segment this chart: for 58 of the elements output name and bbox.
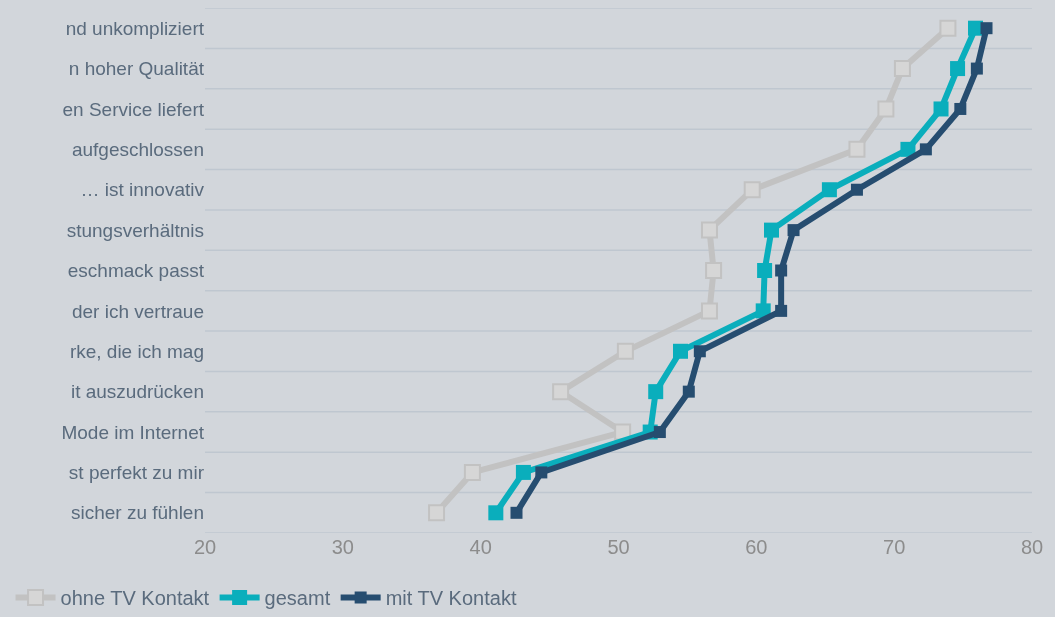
point bbox=[970, 62, 983, 75]
point bbox=[700, 221, 718, 239]
point bbox=[515, 464, 531, 480]
y-tick-label: Mode im Internet bbox=[61, 421, 205, 443]
y-tick-label: der ich vertraue bbox=[71, 300, 204, 322]
point bbox=[933, 101, 949, 117]
y-tick-label: sicher zu fühlen bbox=[70, 502, 204, 524]
point bbox=[535, 466, 548, 479]
x-tick-label: 40 bbox=[469, 536, 492, 558]
point bbox=[919, 143, 932, 156]
x-tick-label: 70 bbox=[883, 536, 906, 558]
point bbox=[877, 100, 895, 118]
y-tick-label: rke, die ich mag bbox=[69, 340, 204, 362]
point bbox=[616, 342, 634, 360]
point bbox=[693, 345, 706, 358]
point bbox=[488, 505, 504, 521]
y-tick-label: en Service liefert bbox=[62, 98, 205, 120]
x-tick-label: 60 bbox=[745, 536, 768, 558]
point bbox=[743, 181, 761, 199]
point bbox=[682, 385, 695, 398]
point bbox=[700, 302, 718, 320]
point bbox=[775, 264, 788, 277]
point bbox=[939, 19, 957, 37]
point bbox=[900, 141, 916, 157]
point bbox=[510, 506, 523, 519]
point bbox=[653, 426, 666, 439]
legend-label: mit TV Kontakt bbox=[385, 587, 517, 610]
point bbox=[757, 263, 773, 278]
y-tick-label: it auszudrücken bbox=[70, 381, 204, 403]
point bbox=[950, 61, 966, 77]
point bbox=[787, 224, 800, 237]
y-tick-label: n hoher Qualität bbox=[68, 58, 205, 80]
point bbox=[893, 60, 911, 78]
point bbox=[552, 383, 570, 401]
y-tick-label: stungsverhältnis bbox=[66, 219, 204, 241]
point bbox=[980, 22, 993, 35]
y-tick-label: eschmack passt bbox=[67, 260, 205, 282]
point bbox=[821, 182, 837, 198]
x-tick-label: 20 bbox=[193, 536, 217, 558]
x-tick-label: 50 bbox=[607, 536, 630, 558]
point bbox=[848, 140, 866, 158]
point bbox=[850, 183, 863, 196]
y-tick-label: aufgeschlossen bbox=[71, 139, 204, 160]
y-tick-label: … ist innovativ bbox=[80, 179, 205, 201]
y-tick-label: st perfekt zu mir bbox=[68, 462, 205, 484]
y-tick-label: nd unkompliziert bbox=[65, 17, 205, 39]
point bbox=[673, 343, 689, 359]
point bbox=[463, 463, 481, 481]
legend-label: gesamt bbox=[264, 587, 331, 610]
point bbox=[775, 304, 788, 317]
point bbox=[705, 262, 723, 279]
legend-label: ohne TV Kontakt bbox=[60, 587, 210, 610]
point bbox=[763, 222, 779, 238]
point bbox=[428, 504, 446, 522]
point bbox=[954, 102, 967, 115]
point bbox=[648, 384, 664, 400]
x-tick-label: 80 bbox=[1020, 536, 1044, 558]
x-tick-label: 30 bbox=[331, 536, 354, 558]
